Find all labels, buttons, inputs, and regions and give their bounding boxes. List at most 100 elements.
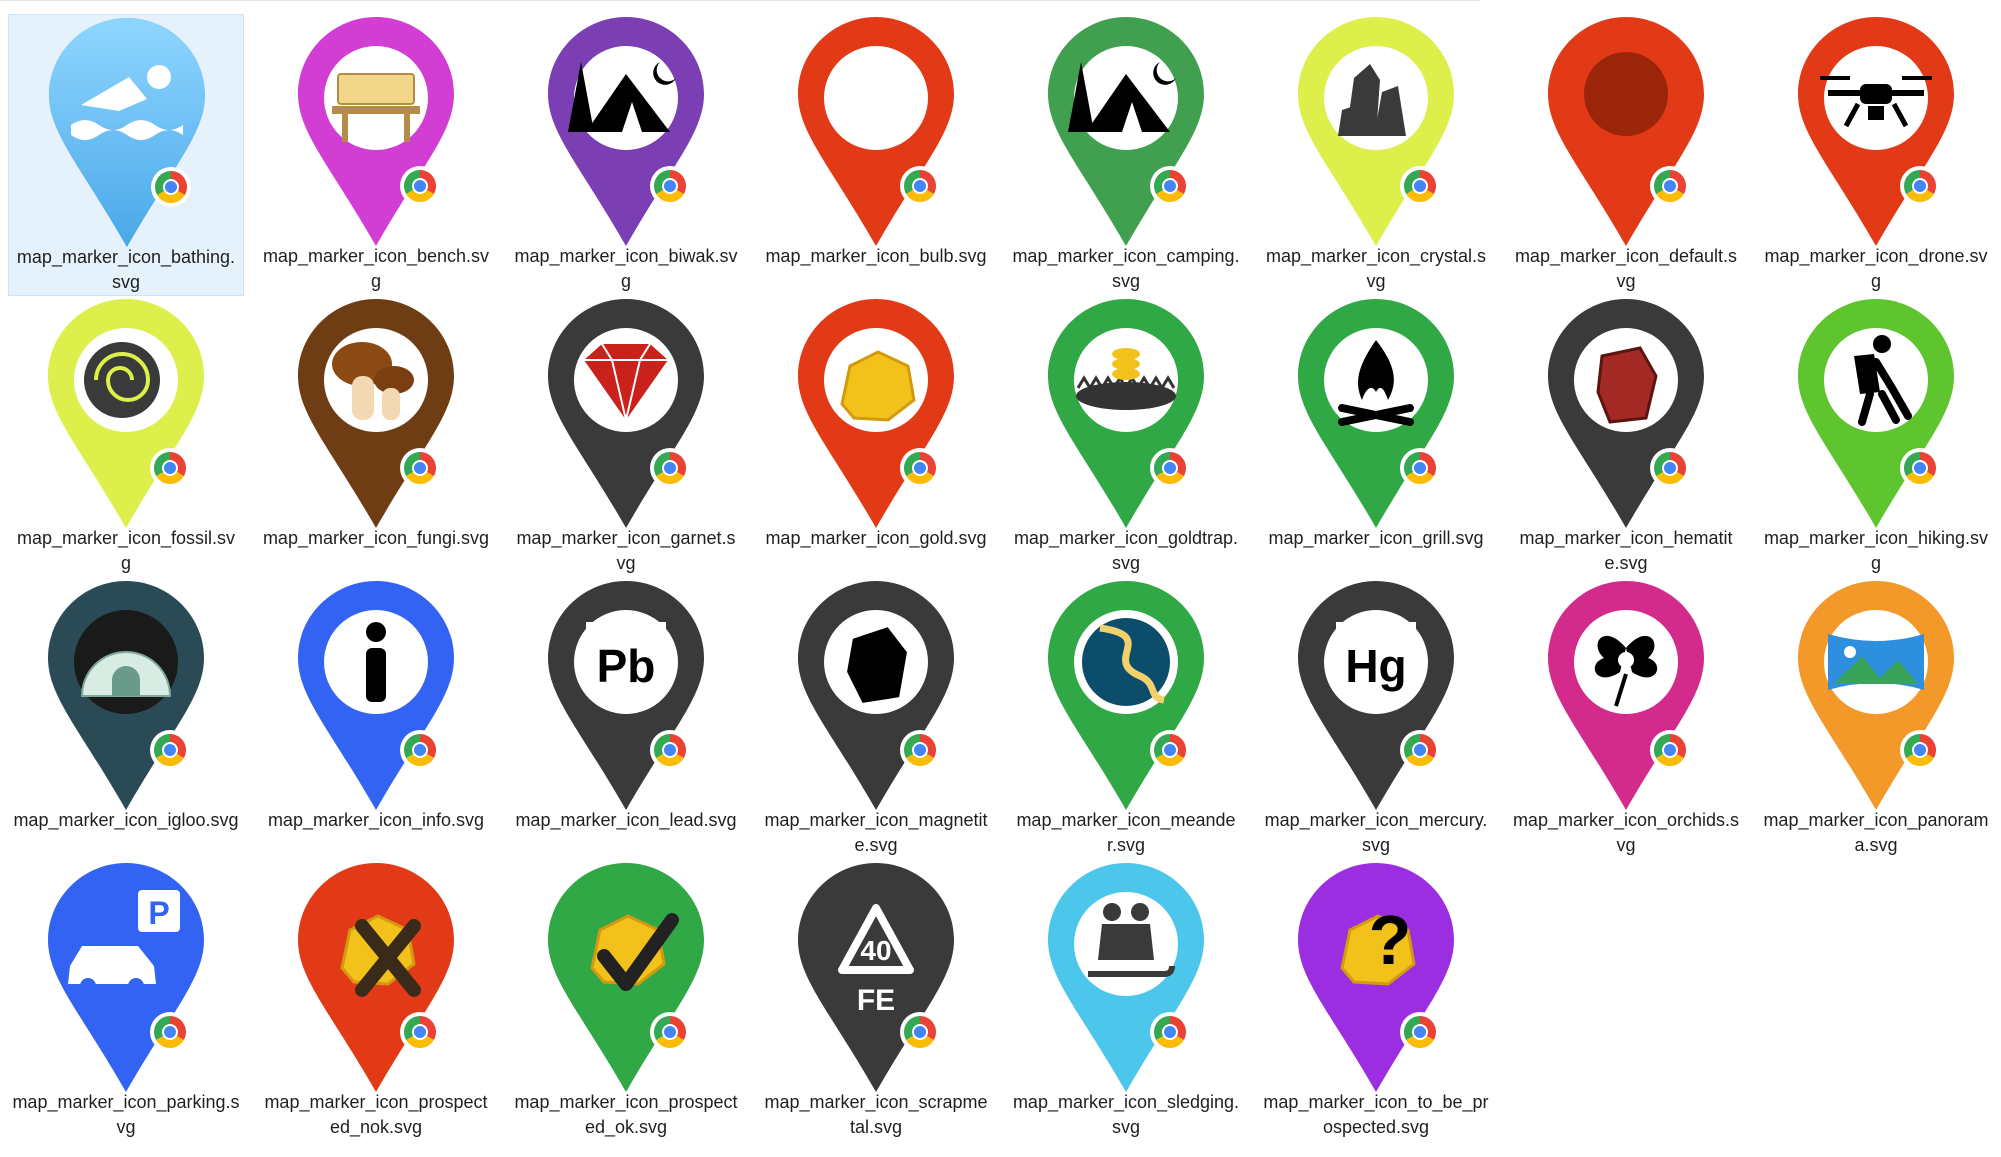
panorama-marker-icon — [1798, 581, 1954, 810]
file-item[interactable]: map_marker_icon_prospected_nok.svg — [258, 860, 494, 1142]
nugget-check-marker-icon — [548, 863, 704, 1092]
gold-nugget-marker-icon — [798, 299, 954, 528]
bench-marker-icon — [298, 17, 454, 246]
file-name-label: map_marker_icon_grill.svg — [1268, 528, 1484, 548]
chrome-icon — [150, 448, 190, 488]
file-name-label: map_marker_icon_default.svg — [1514, 246, 1738, 291]
igloo-marker-icon — [48, 581, 204, 810]
file-name-label: map_marker_icon_biwak.svg — [514, 246, 738, 291]
mushroom-marker-icon — [298, 299, 454, 528]
chrome-icon — [1150, 166, 1190, 206]
file-item[interactable]: map_marker_icon_meander.svg — [1008, 578, 1244, 860]
file-name-label: map_marker_icon_magnetite.svg — [764, 810, 988, 855]
file-item[interactable]: map_marker_icon_bulb.svg — [758, 14, 994, 296]
file-item[interactable]: map_marker_icon_sledging.svg — [1008, 860, 1244, 1142]
file-item[interactable]: Hg map_marker_icon_mercury.svg — [1258, 578, 1494, 860]
marker-label: FE — [857, 984, 895, 1017]
file-item[interactable]: map_marker_icon_magnetite.svg — [758, 578, 994, 860]
file-item[interactable]: map_marker_icon_orchids.svg — [1508, 578, 1744, 860]
chrome-icon — [650, 730, 690, 770]
chrome-icon — [1650, 730, 1690, 770]
file-item[interactable]: ? map_marker_icon_to_be_prospected.svg — [1258, 860, 1494, 1142]
file-item[interactable]: 40 FE map_marker_icon_scrapmetal.svg — [758, 860, 994, 1142]
file-item[interactable]: map_marker_icon_biwak.svg — [508, 14, 744, 296]
nugget-question-marker-icon: ? — [1298, 863, 1454, 1092]
file-name-label: map_marker_icon_goldtrap.svg — [1013, 528, 1239, 573]
parking-car-marker-icon: P — [48, 863, 204, 1092]
chrome-icon — [1150, 730, 1190, 770]
chrome-icon — [1150, 448, 1190, 488]
chrome-icon — [150, 730, 190, 770]
gold-trap-marker-icon — [1048, 299, 1204, 528]
gem-marker-icon — [548, 299, 704, 528]
file-item[interactable]: map_marker_icon_hiking.svg — [1758, 296, 1994, 578]
dot-marker-icon — [1548, 17, 1704, 246]
file-name-label: map_marker_icon_bench.svg — [262, 246, 490, 291]
file-name-label: map_marker_icon_orchids.svg — [1512, 810, 1740, 855]
tent-moon-marker-icon — [1048, 17, 1204, 246]
file-item[interactable]: map_marker_icon_crystal.svg — [1258, 14, 1494, 296]
file-name-label: map_marker_icon_igloo.svg — [13, 810, 239, 830]
file-name-label: map_marker_icon_panorama.svg — [1763, 810, 1989, 855]
file-name-label: map_marker_icon_parking.svg — [12, 1092, 240, 1137]
file-name-label: map_marker_icon_fungi.svg — [262, 528, 490, 548]
file-name-label: map_marker_icon_info.svg — [267, 810, 485, 830]
file-item[interactable]: map_marker_icon_hematite.svg — [1508, 296, 1744, 578]
empty-circle-marker-icon — [798, 17, 954, 246]
file-item[interactable]: map_marker_icon_info.svg — [258, 578, 494, 860]
file-item[interactable]: map_marker_icon_igloo.svg — [8, 578, 244, 860]
file-item[interactable]: map_marker_icon_grill.svg — [1258, 296, 1494, 578]
file-name-label: map_marker_icon_gold.svg — [765, 528, 987, 548]
marker-label: 40 — [860, 935, 891, 966]
chrome-icon — [400, 730, 440, 770]
file-name-label: map_marker_icon_lead.svg — [515, 810, 737, 830]
file-item[interactable]: map_marker_icon_drone.svg — [1758, 14, 1994, 296]
file-item[interactable]: map_marker_icon_garnet.svg — [508, 296, 744, 578]
hiker-marker-icon — [1798, 299, 1954, 528]
marker-label: P — [148, 895, 169, 931]
chrome-icon — [150, 1012, 190, 1052]
crystal-marker-icon — [1298, 17, 1454, 246]
chrome-icon — [1400, 1012, 1440, 1052]
file-item[interactable]: map_marker_icon_gold.svg — [758, 296, 994, 578]
file-item[interactable]: map_marker_icon_default.svg — [1508, 14, 1744, 296]
file-name-label: map_marker_icon_scrapmetal.svg — [764, 1092, 988, 1137]
file-item[interactable]: Pb map_marker_icon_lead.svg — [508, 578, 744, 860]
chrome-icon — [900, 1012, 940, 1052]
file-name-label: map_marker_icon_crystal.svg — [1265, 246, 1487, 291]
file-name-label: map_marker_icon_to_be_prospected.svg — [1263, 1092, 1489, 1137]
chrome-icon — [900, 166, 940, 206]
chrome-icon — [1150, 1012, 1190, 1052]
file-item[interactable]: map_marker_icon_fungi.svg — [258, 296, 494, 578]
river-meander-marker-icon — [1048, 581, 1204, 810]
hematite-stone-marker-icon — [1548, 299, 1704, 528]
file-name-label: map_marker_icon_bulb.svg — [765, 246, 987, 266]
file-name-label: map_marker_icon_prospected_nok.svg — [264, 1092, 488, 1137]
file-item[interactable]: map_marker_icon_fossil.svg — [8, 296, 244, 578]
magnetite-stone-marker-icon — [798, 581, 954, 810]
campfire-marker-icon — [1298, 299, 1454, 528]
file-item[interactable]: map_marker_icon_goldtrap.svg — [1008, 296, 1244, 578]
swimmer-marker-icon — [49, 18, 205, 247]
file-item[interactable]: map_marker_icon_panorama.svg — [1758, 578, 1994, 860]
file-name-label: map_marker_icon_mercury.svg — [1264, 810, 1488, 855]
chrome-icon — [400, 166, 440, 206]
marker-label: Hg — [1345, 640, 1406, 692]
info-marker-icon — [298, 581, 454, 810]
drone-marker-icon — [1798, 17, 1954, 246]
file-name-label: map_marker_icon_drone.svg — [1764, 246, 1988, 291]
chrome-icon — [1900, 730, 1940, 770]
file-item[interactable]: map_marker_icon_prospected_ok.svg — [508, 860, 744, 1142]
nugget-cross-marker-icon — [298, 863, 454, 1092]
file-item[interactable]: map_marker_icon_camping.svg — [1008, 14, 1244, 296]
marker-label: ? — [1369, 901, 1412, 979]
file-item[interactable]: map_marker_icon_bathing.svg — [8, 14, 244, 296]
file-item[interactable]: map_marker_icon_bench.svg — [258, 14, 494, 296]
file-name-label: map_marker_icon_prospected_ok.svg — [514, 1092, 738, 1137]
chrome-icon — [900, 730, 940, 770]
chrome-icon — [650, 1012, 690, 1052]
chrome-icon — [1650, 448, 1690, 488]
chrome-icon — [1400, 166, 1440, 206]
mercury-hg-marker-icon: Hg — [1298, 581, 1454, 810]
